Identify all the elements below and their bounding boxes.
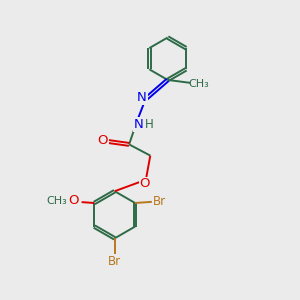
Text: CH₃: CH₃	[188, 79, 209, 89]
Text: O: O	[68, 194, 79, 207]
Text: H: H	[145, 118, 154, 131]
Text: O: O	[140, 177, 150, 190]
Text: N: N	[137, 92, 147, 104]
Text: N: N	[134, 118, 144, 131]
Text: CH₃: CH₃	[46, 196, 67, 206]
Text: Br: Br	[153, 195, 167, 208]
Text: Br: Br	[108, 255, 121, 268]
Text: O: O	[97, 134, 108, 147]
